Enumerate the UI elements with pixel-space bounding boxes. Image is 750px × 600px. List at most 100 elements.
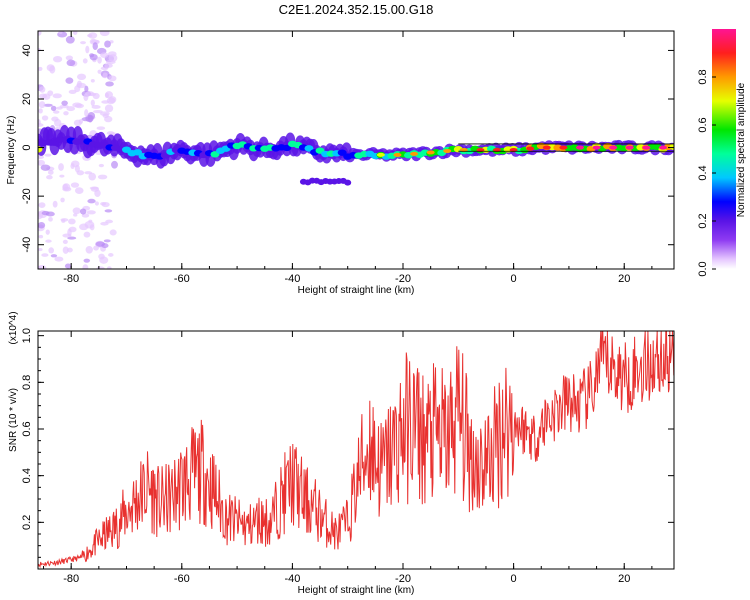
spectrogram-noise-blob — [46, 175, 53, 180]
spectrogram-x-tick-label: -40 — [284, 273, 300, 285]
spectrogram-noise-blob — [104, 92, 109, 99]
spectrogram-noise-blob — [67, 236, 77, 240]
spectrogram-y-tick-label: -40 — [21, 237, 33, 253]
spectrogram-noise-blob — [102, 72, 108, 79]
spectrogram-noise-blob — [62, 246, 69, 254]
spectrogram-y-tick-label: 20 — [21, 93, 33, 105]
spectrogram-noise-blob — [52, 110, 60, 114]
spectrogram-noise-blob — [101, 243, 109, 249]
spectrogram-noise-blob — [74, 103, 84, 109]
spectrogram-noise-blob — [48, 247, 55, 254]
spectrogram-noise-blob — [64, 263, 72, 269]
spectrogram-noise-blob — [109, 229, 117, 236]
spectrogram-noise-blob — [92, 92, 100, 100]
snr-x-tick-label: 0 — [511, 573, 517, 585]
spectrogram-noise-blob — [62, 233, 72, 238]
spectrogram-noise-blob — [84, 109, 89, 117]
snr-y-tick-label: 0.4 — [21, 468, 33, 483]
spectrogram-y-axis-label: Frequency (Hz) — [6, 116, 17, 185]
spectrogram-y-tick-label: 40 — [21, 44, 33, 56]
spectrogram-noise-blob — [62, 239, 68, 244]
spectrogram-noise-blob — [100, 201, 106, 206]
spectrogram-noise-blob — [79, 223, 89, 231]
colorbar-label: Normalized spectral amplitude — [736, 82, 747, 217]
spectrogram-noise-blob — [65, 77, 74, 84]
spectrogram-peak — [559, 145, 568, 150]
spectrogram-noise-blob — [60, 218, 69, 222]
spectrogram-noise-blob — [72, 31, 78, 36]
spectrogram-x-tick-label: -20 — [395, 273, 411, 285]
spectrogram-noise-blob — [80, 41, 86, 45]
colorbar-ticks: 0.0 0.2 0.4 0.6 0.8 — [697, 69, 716, 277]
spectrogram-noise-blob — [62, 183, 69, 191]
spectrogram-noise-blob — [68, 89, 77, 95]
spectrogram-noise-blob — [50, 105, 57, 112]
spectrogram-noise-blob — [86, 210, 96, 215]
spectrogram-branch — [344, 179, 352, 186]
colorbar-tick-label: 0.0 — [697, 261, 709, 276]
colorbar-tick-label: 0.4 — [697, 165, 709, 180]
spectrogram-noise-blob — [100, 52, 109, 59]
spectrogram-axes: -80 -60 -40 -20 0 20 -40 -20 0 20 40 — [21, 31, 674, 285]
spectrogram-noise-blob — [38, 234, 44, 239]
spectrogram-noise-blob — [88, 32, 98, 39]
spectrogram-noise-blob — [65, 35, 75, 44]
spectrogram-noise-blob — [106, 97, 116, 105]
spectrogram-x-tick-label: 0 — [511, 273, 517, 285]
spectrogram-noise-blob — [38, 247, 43, 252]
spectrogram-noise-blob — [106, 131, 115, 136]
spectrogram-noise-blob — [59, 174, 65, 178]
spectrogram-noise-blob — [70, 160, 80, 168]
spectrogram-y-tick-label: 0 — [21, 145, 33, 151]
spectrogram-noise-blob — [108, 75, 117, 82]
spectrogram-noise-blob — [63, 111, 69, 116]
spectrogram-noise-blob — [104, 115, 113, 123]
spectrogram-noise-blob — [38, 123, 44, 127]
spectrogram-noise-blob — [47, 170, 54, 175]
spectrogram-noise-blob — [65, 55, 74, 61]
chart-title: C2E1.2024.352.15.00.G18 — [279, 2, 434, 17]
spectrogram-noise-blob — [58, 163, 64, 171]
spectrogram-noise-blob — [106, 266, 112, 269]
spectrogram-noise-blob — [70, 182, 80, 188]
snr-y-tick-label: 0.2 — [21, 515, 33, 530]
snr-plot-area — [38, 331, 674, 569]
snr-y-multiplier: (x10^4) — [8, 311, 19, 344]
snr-y-tick-label: 0.8 — [21, 375, 33, 390]
spectrogram-noise-blob — [54, 256, 64, 262]
spectrogram-noise-blob — [38, 222, 46, 229]
spectrogram-noise-blob — [82, 58, 88, 64]
spectrogram-noise-blob — [45, 239, 52, 243]
spectrogram-noise-blob — [45, 229, 50, 235]
spectrogram-peak — [526, 146, 535, 151]
snr-marks — [38, 331, 674, 569]
spectrogram-noise-blob — [94, 201, 99, 206]
spectrogram-noise-blob — [49, 65, 56, 74]
spectrogram-noise-blob — [99, 31, 110, 37]
spectrogram-noise-blob — [41, 115, 49, 121]
spectrogram-noise-blob — [85, 245, 93, 254]
spectrogram-noise-blob — [78, 119, 84, 124]
spectrogram-peak — [609, 145, 618, 150]
spectrogram-noise-blob — [104, 104, 114, 113]
spectrogram-noise-blob — [90, 79, 95, 83]
snr-frame — [37, 330, 675, 570]
spectrogram-noise-blob — [99, 111, 110, 116]
spectrogram-noise-blob — [88, 172, 97, 181]
snr-y-tick-label: 1.0 — [21, 328, 33, 343]
spectrogram-noise-blob — [48, 216, 53, 222]
spectrogram-noise-blob — [87, 198, 96, 204]
spectrogram-peak — [376, 152, 385, 157]
spectrogram-noise-blob — [94, 189, 101, 198]
colorbar: 0.0 0.2 0.4 0.6 0.8 Normalized spectral ampl… — [697, 29, 747, 277]
snr-x-tick-label: -40 — [284, 573, 300, 585]
spectrogram-noise-blob — [60, 197, 65, 203]
spectrogram-noise-blob — [91, 105, 101, 109]
spectrogram-noise-blob — [79, 208, 87, 215]
spectrogram-peak — [658, 145, 667, 150]
spectrogram-noise-blob — [68, 226, 77, 233]
snr-y-tick-label: 0.6 — [21, 421, 33, 436]
snr-x-tick-label: -80 — [63, 573, 79, 585]
spectrogram-noise-blob — [84, 85, 89, 93]
